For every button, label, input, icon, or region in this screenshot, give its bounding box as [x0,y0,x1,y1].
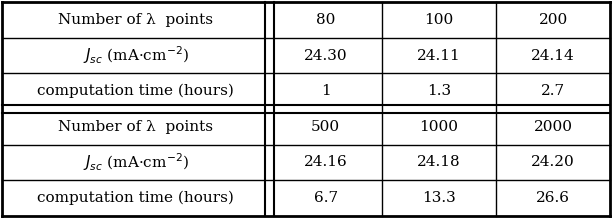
Text: 24.20: 24.20 [531,155,575,169]
Text: 200: 200 [539,13,568,27]
Text: 24.14: 24.14 [531,49,575,63]
Text: 500: 500 [311,120,340,134]
Text: 24.11: 24.11 [417,49,461,63]
Text: 1: 1 [321,84,330,98]
Text: 26.6: 26.6 [536,191,570,205]
Text: Number of λ  points: Number of λ points [58,13,214,27]
Text: 2000: 2000 [534,120,573,134]
Text: 24.30: 24.30 [304,49,348,63]
Text: 2.7: 2.7 [541,84,565,98]
Text: 100: 100 [425,13,453,27]
Text: $J_{sc}$ (mA·cm$^{-2}$): $J_{sc}$ (mA·cm$^{-2}$) [83,45,189,66]
Text: Number of λ  points: Number of λ points [58,120,214,134]
Text: 1.3: 1.3 [427,84,451,98]
Text: 6.7: 6.7 [314,191,338,205]
Text: 24.18: 24.18 [417,155,461,169]
Text: 24.16: 24.16 [304,155,348,169]
Text: 1000: 1000 [420,120,458,134]
Text: computation time (hours): computation time (hours) [37,191,234,205]
Text: $J_{sc}$ (mA·cm$^{-2}$): $J_{sc}$ (mA·cm$^{-2}$) [83,152,189,173]
Text: computation time (hours): computation time (hours) [37,84,234,98]
Text: 80: 80 [316,13,335,27]
Text: 13.3: 13.3 [422,191,456,205]
